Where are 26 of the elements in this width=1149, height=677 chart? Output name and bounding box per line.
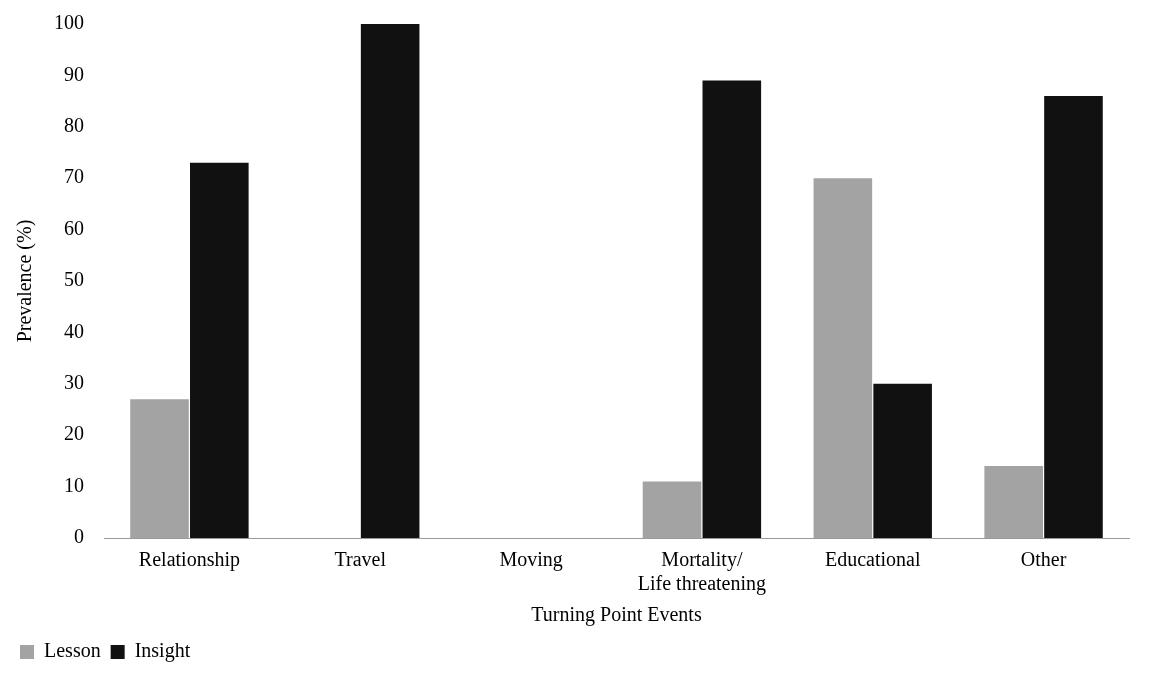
bar [702,80,762,538]
bar [873,383,932,538]
x-tick-label: Moving [499,548,563,572]
y-tick-label: 70 [64,165,84,188]
x-tick-label: Travel [334,548,387,571]
x-tick-label: Mortality/ Life threatening [637,548,767,596]
y-tick-label: 40 [64,319,84,342]
bar [1044,95,1103,538]
bar [190,162,249,538]
x-axis-title: Turning Point Events [531,603,702,627]
y-tick-label: 50 [64,268,84,291]
y-tick-label: 10 [64,473,84,496]
y-tick-label: 80 [64,114,84,137]
x-tick-label: Relationship [138,548,240,572]
y-tick-label: 60 [64,216,84,239]
y-axis-title: Prevalence (%) [13,219,37,343]
y-tick-label: 100 [54,11,84,34]
y-tick-label: 0 [74,525,84,548]
legend-label: Insight [134,639,191,663]
y-tick-label: 20 [64,422,84,445]
x-tick-label: Other [1020,548,1067,571]
x-tick-label: Educational [824,548,921,571]
legend-label: Lesson [44,639,101,662]
y-tick-label: 30 [64,371,84,394]
bar [360,24,420,538]
y-tick-label: 90 [64,62,84,85]
